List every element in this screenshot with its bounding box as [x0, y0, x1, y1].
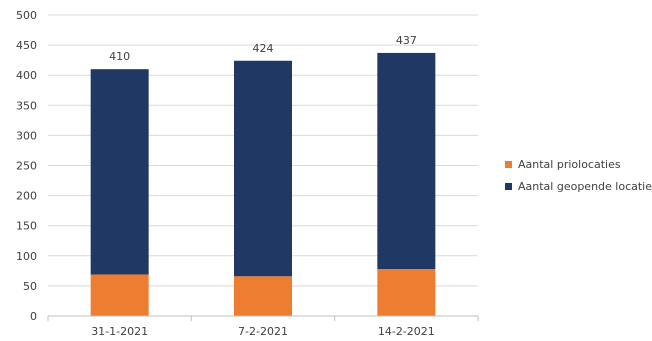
legend-item-priolocaties: Aantal priolocaties	[505, 153, 652, 175]
bar-segment-priolocaties	[234, 276, 292, 316]
legend-label-priolocaties: Aantal priolocaties	[518, 157, 621, 171]
y-tick-label: 200	[16, 190, 37, 203]
data-label-total: 437	[396, 34, 417, 47]
data-label-total: 410	[109, 50, 130, 63]
bars: 410 424 437	[90, 34, 436, 316]
y-tick-label: 50	[23, 280, 37, 293]
legend-item-geopende-locaties: Aantal geopende locaties	[505, 175, 652, 197]
y-tick-label: 300	[16, 129, 37, 142]
x-category-label: 7-2-2021	[238, 325, 288, 338]
y-tick-label: 100	[16, 250, 37, 263]
y-tick-label: 450	[16, 39, 37, 52]
y-axis: 0 50 100 150 200 250 300 350 400 450 500	[16, 9, 37, 323]
bar-segment-priolocaties	[90, 274, 149, 316]
x-category-label: 31-1-2021	[91, 325, 148, 338]
legend: Aantal priolocaties Aantal geopende loca…	[505, 153, 652, 197]
x-axis: 31-1-2021 7-2-2021 14-2-2021	[47, 315, 479, 338]
x-category-label: 14-2-2021	[378, 325, 435, 338]
y-tick-label: 400	[16, 69, 37, 82]
y-tick-label: 150	[16, 220, 37, 233]
bar-segment-geopende-locaties	[90, 69, 149, 275]
bar-segment-geopende-locaties	[234, 60, 292, 277]
y-tick-label: 500	[16, 9, 37, 22]
bar-segment-priolocaties	[377, 269, 436, 316]
legend-label-geopende-locaties: Aantal geopende locaties	[518, 179, 652, 193]
legend-swatch-priolocaties	[505, 160, 512, 168]
y-tick-label: 0	[30, 310, 37, 323]
y-tick-label: 350	[16, 99, 37, 112]
legend-swatch-geopende-locaties	[505, 182, 512, 190]
y-tick-label: 250	[16, 160, 37, 173]
bar-segment-geopende-locaties	[377, 52, 436, 270]
data-label-total: 424	[253, 42, 274, 55]
